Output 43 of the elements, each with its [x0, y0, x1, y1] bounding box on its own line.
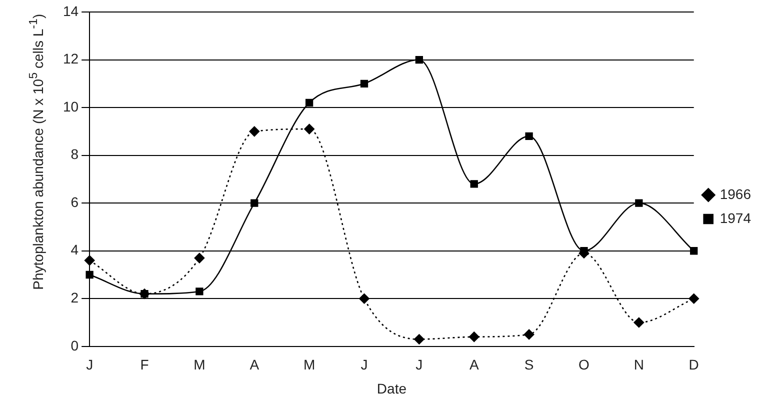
point — [470, 180, 478, 188]
x-tick-label: F — [140, 356, 149, 373]
x-tick-label: O — [578, 356, 590, 373]
y-tick-label: 0 — [70, 337, 79, 354]
point — [304, 124, 314, 134]
x-tick-label: J — [416, 356, 423, 373]
y-tick-label: 2 — [70, 289, 79, 306]
point — [250, 199, 258, 207]
legend-label: 1974 — [720, 210, 752, 226]
x-tick-label: D — [688, 356, 699, 373]
x-tick-label: J — [86, 356, 94, 373]
y-tick-label: 8 — [70, 146, 79, 162]
x-tick-label: M — [194, 356, 206, 373]
legend-label: 1966 — [720, 186, 752, 202]
point — [305, 98, 314, 107]
point — [359, 293, 370, 304]
point — [688, 293, 700, 304]
x-tick-label: A — [469, 356, 480, 373]
y-tick-label: 4 — [70, 242, 79, 258]
point — [415, 56, 424, 64]
point — [196, 288, 204, 296]
point — [414, 334, 424, 344]
point — [525, 132, 533, 140]
point — [468, 332, 480, 342]
y-tick-label: 14 — [62, 2, 79, 19]
point — [249, 126, 260, 137]
x-tick-label: N — [634, 356, 644, 373]
x-tick-label: S — [524, 356, 534, 373]
point — [84, 255, 95, 266]
point — [360, 80, 368, 88]
point — [634, 317, 644, 328]
point — [690, 247, 698, 255]
x-tick-label: J — [360, 356, 368, 373]
point — [194, 252, 205, 264]
y-tick-label: 12 — [62, 50, 79, 67]
x-tick-label: M — [303, 356, 316, 373]
y-tick-label: 6 — [70, 194, 79, 210]
point — [86, 270, 94, 279]
x-axis-title: Date — [376, 380, 407, 396]
x-tick-label: A — [250, 356, 260, 373]
y-tick-label: 10 — [62, 98, 79, 114]
point — [635, 199, 643, 207]
point — [524, 329, 534, 340]
